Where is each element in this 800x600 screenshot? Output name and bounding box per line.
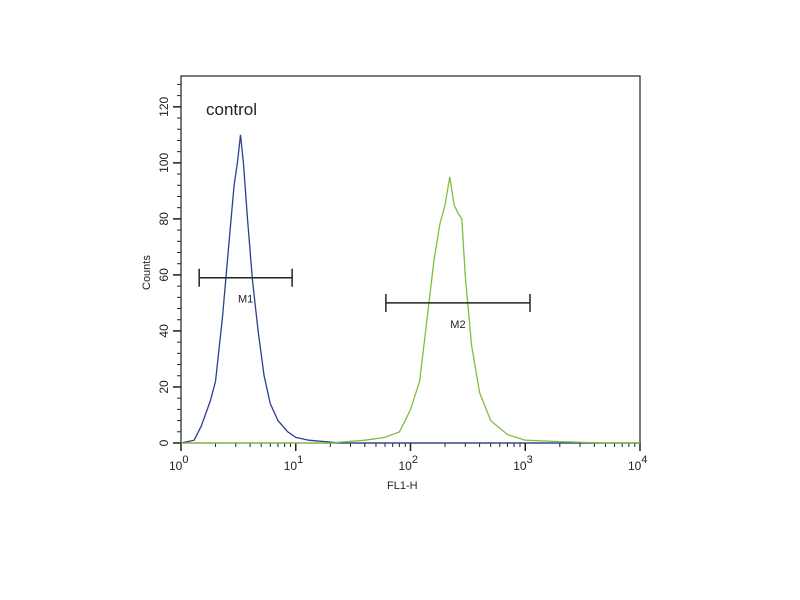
histogram-series-1 [180, 134, 640, 444]
y-tick-label: 60 [157, 268, 171, 282]
x-axis-label: FL1-H [387, 480, 418, 492]
y-tick-label: 40 [157, 324, 171, 338]
y-tick-label: 120 [157, 96, 171, 116]
x-tick-label: 101 [284, 454, 303, 473]
x-tick-label: 100 [169, 454, 188, 473]
y-axis-label: Counts [141, 255, 153, 290]
plot-frame [180, 75, 641, 444]
histogram-series-2 [181, 176, 640, 444]
x-tick-label: 102 [399, 454, 418, 473]
gate-marker-label: M2 [450, 319, 465, 331]
x-tick-label: 103 [513, 454, 532, 473]
y-tick-label: 20 [157, 380, 171, 394]
annotation-control: control [206, 100, 257, 119]
y-tick-label: 0 [157, 439, 171, 446]
y-tick-label: 100 [157, 153, 171, 173]
gate-marker-label: M1 [238, 294, 253, 306]
y-tick-label: 80 [157, 212, 171, 226]
x-tick-label: 104 [628, 454, 647, 473]
